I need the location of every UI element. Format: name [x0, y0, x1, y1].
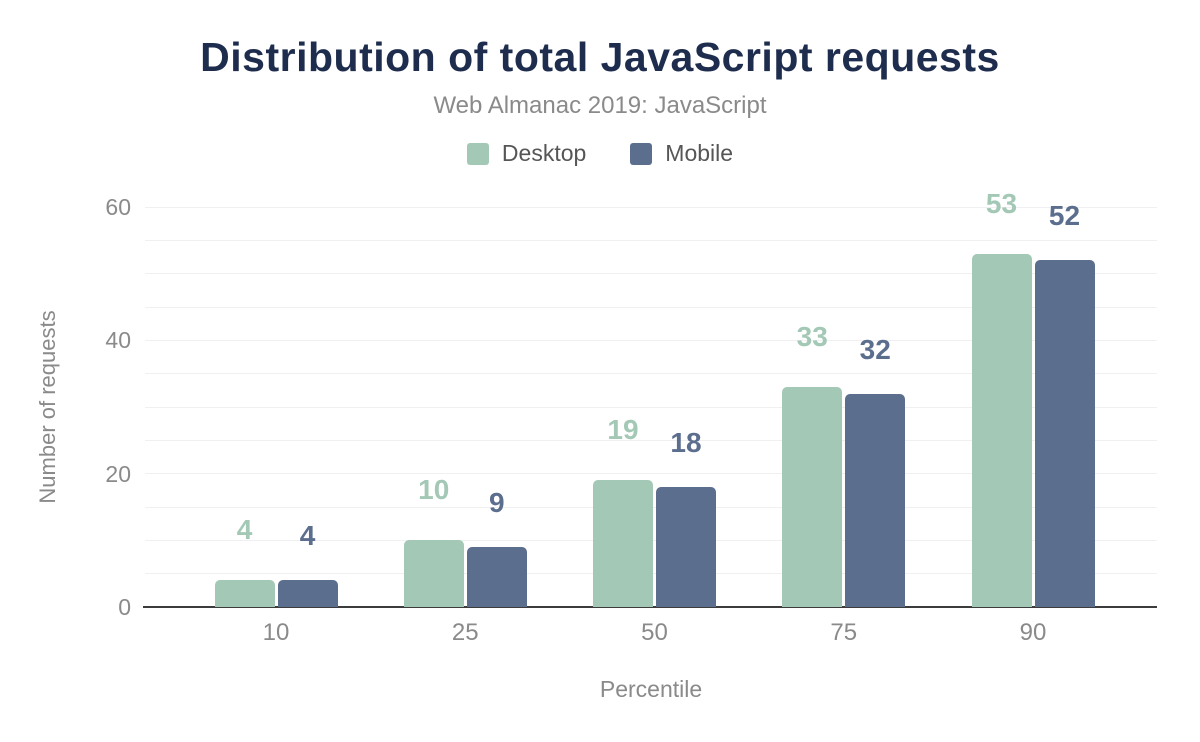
bar-value-label: 4: [236, 514, 253, 546]
chart-subtitle: Web Almanac 2019: JavaScript: [433, 92, 767, 119]
bar-mobile-p75: [845, 393, 906, 607]
bar-value-label: 9: [488, 487, 505, 518]
y-tick-label: 40: [105, 327, 131, 354]
gridline: [145, 239, 1157, 241]
gridline: [145, 339, 1157, 341]
x-axis-line: [143, 606, 1157, 608]
x-tick-label: 10: [262, 619, 290, 646]
gridline: [145, 373, 1157, 375]
chart-title: Distribution of total JavaScript request…: [200, 34, 1000, 80]
x-tick-label: 50: [641, 619, 668, 646]
gridline: [145, 306, 1157, 308]
legend-swatch-mobile: [630, 142, 653, 165]
legend: Desktop Mobile: [0, 140, 1200, 167]
y-tick-label: 60: [105, 194, 131, 220]
bar-desktop-p25: [403, 540, 464, 607]
bar-mobile-p50: [656, 487, 716, 607]
x-tick-label: 75: [830, 619, 858, 646]
x-axis-title: Percentile: [599, 676, 703, 702]
legend-label: Mobile: [665, 140, 734, 166]
bar-value-label: 52: [1048, 200, 1081, 232]
gridline: [145, 273, 1157, 275]
bar-value-label: 33: [796, 321, 828, 352]
bar-mobile-p10: [277, 580, 338, 607]
legend-item-mobile: Mobile: [630, 140, 733, 167]
bar-desktop-p75: [782, 387, 843, 607]
legend-label: Desktop: [501, 140, 587, 166]
y-axis-title-text: Number of requests: [35, 310, 60, 504]
y-tick-label: 20: [105, 460, 131, 487]
plot-area: 0 20 40 60 4 4 10 10 9 25 19 18 50 33 32 75 53 52 90: [105, 189, 1157, 646]
bar-mobile-p25: [466, 547, 527, 607]
bar-value-label: 53: [985, 187, 1018, 219]
x-tick-label: 25: [451, 619, 479, 646]
gridline: [145, 473, 1157, 475]
bar-value-label: 4: [299, 520, 316, 552]
x-tick-label: 90: [1019, 619, 1047, 646]
bar-desktop-p50: [593, 480, 653, 607]
bar-desktop-p10: [214, 580, 275, 607]
bar-desktop-p90: [971, 253, 1032, 607]
bar-mobile-p90: [1034, 260, 1095, 607]
bar-value-label: 10: [418, 474, 450, 506]
gridline: [145, 406, 1157, 408]
y-tick-label: 0: [118, 594, 131, 620]
legend-item-desktop: Desktop: [466, 140, 587, 167]
bar-value-label: 32: [859, 333, 891, 365]
bar-value-label: 19: [607, 414, 639, 446]
legend-swatch-desktop: [466, 142, 489, 165]
gridline: [145, 206, 1157, 208]
gridline: [145, 439, 1157, 441]
bar-value-label: 18: [670, 427, 702, 458]
